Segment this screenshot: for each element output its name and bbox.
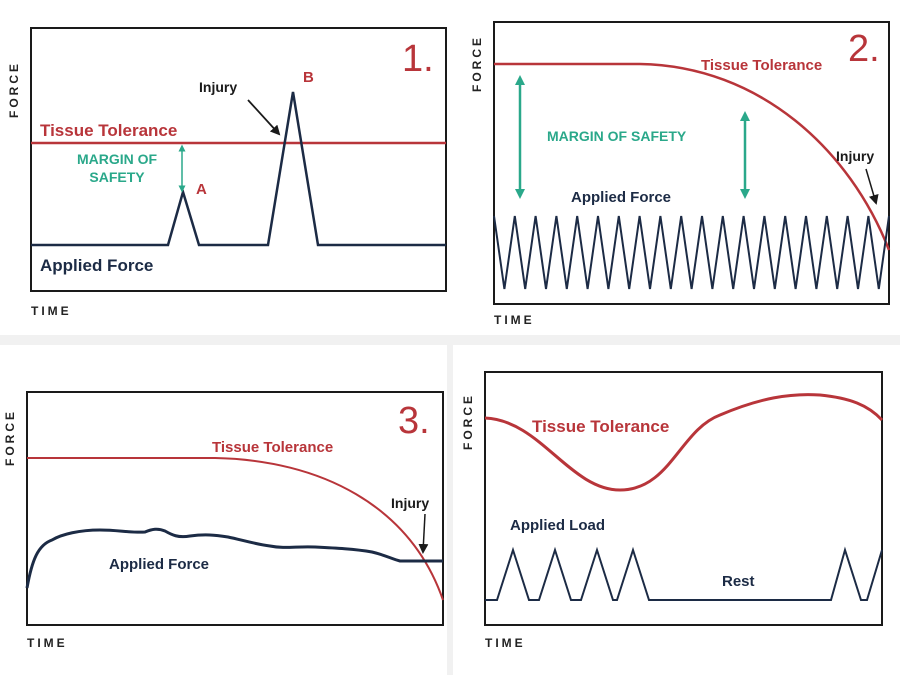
panel-1-y-axis-label: FORCE — [7, 61, 21, 118]
panel-3-injury-label: Injury — [391, 495, 429, 511]
panel-3-injury-arrow — [418, 513, 429, 554]
panel-4-y-axis-label: FORCE — [461, 393, 475, 450]
panel-1-injury-label: Injury — [199, 79, 237, 95]
panel-1-frame — [30, 27, 447, 292]
panel-2-frame — [493, 21, 890, 305]
panel-2-x-axis-label: TIME — [494, 313, 535, 327]
panel-1-margin-label-line2: SAFETY — [89, 169, 145, 185]
panel-3: FORCE TIME 3. Tissue Tolerance Applied F… — [3, 391, 444, 650]
panel-3-applied-force-line — [25, 527, 443, 589]
panel-2-margin-label: MARGIN OF SAFETY — [547, 128, 687, 144]
panel-3-number: 3. — [398, 400, 430, 442]
panel-1-margin-label-line1: MARGIN OF — [77, 151, 158, 167]
panel-4-frame — [484, 371, 883, 626]
panel-4-tolerance-curve — [484, 393, 884, 492]
panel-3-tolerance-label: Tissue Tolerance — [212, 439, 333, 456]
panel-3-x-axis-label: TIME — [27, 636, 68, 650]
panel-4-rest-label: Rest — [722, 573, 755, 590]
panel-1-tolerance-label: Tissue Tolerance — [40, 121, 177, 140]
panel-4-applied-load-label: Applied Load — [510, 517, 605, 534]
panel-3-frame — [26, 391, 444, 626]
panel-1-injury-arrow — [247, 99, 281, 136]
panel-2-tolerance-label: Tissue Tolerance — [701, 57, 822, 74]
panel-2-injury-label: Injury — [836, 148, 874, 164]
panel-3-y-axis-label: FORCE — [3, 409, 17, 466]
panel-1-peak-b-label: B — [303, 69, 314, 86]
panel-2-tolerance-curve — [494, 62, 891, 251]
panel-3-applied-force-label: Applied Force — [109, 556, 209, 573]
panel-1-applied-force-line — [31, 91, 446, 247]
panel-4: FORCE TIME Tissue Tolerance Applied Load… — [461, 371, 884, 650]
panel-1-number: 1. — [402, 38, 434, 80]
panel-1-x-axis-label: TIME — [31, 304, 72, 318]
panel-3-tolerance-curve — [27, 457, 444, 601]
panel-1: FORCE TIME 1. Tissue Tolerance Applied F… — [7, 27, 447, 318]
panel-4-tolerance-label: Tissue Tolerance — [532, 417, 669, 436]
panel-1-applied-force-label: Applied Force — [40, 256, 153, 275]
panel-4-x-axis-label: TIME — [485, 636, 526, 650]
panel-2-injury-arrow — [865, 168, 879, 205]
panel-2-number: 2. — [848, 28, 880, 70]
panel-2: FORCE TIME 2. Tissue Tolerance Applied F… — [470, 21, 891, 327]
panel-2-applied-force-label: Applied Force — [571, 189, 671, 206]
panel-4-applied-load-line — [485, 546, 883, 601]
panel-2-applied-force-line — [493, 215, 890, 290]
panel-1-peak-a-label: A — [196, 181, 207, 198]
panel-2-y-axis-label: FORCE — [470, 35, 484, 92]
